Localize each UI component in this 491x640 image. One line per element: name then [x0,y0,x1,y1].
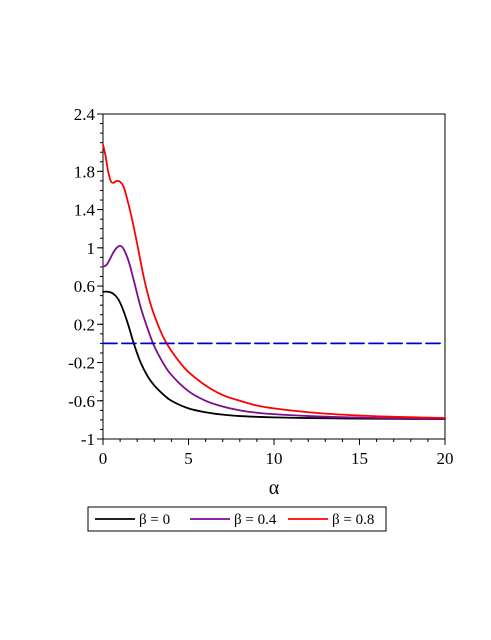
y-tick-label: 0.2 [74,315,95,334]
y-tick-label: -0.6 [68,392,95,411]
y-tick-label: 1.4 [74,201,96,220]
y-tick-label: -0.2 [68,354,95,373]
x-tick-label: 0 [99,449,108,468]
x-tick-label: 5 [184,449,193,468]
x-axis-title: α [269,477,280,499]
y-axis-ticks: -1 -0.6 -0.2 0.2 0.6 1 1.4 1.8 2.4 [68,105,103,449]
series-layer [102,143,446,421]
legend-label: β = 0 [139,512,170,528]
y-tick-label: 1.8 [74,162,95,181]
x-tick-label: 15 [351,449,368,468]
series-line-1 [102,245,446,420]
x-tick-label: 20 [437,449,454,468]
x-tick-label: 10 [266,449,283,468]
y-tick-label: 0.6 [74,277,95,296]
y-tick-label: -1 [81,430,95,449]
plot-frame [102,113,446,440]
legend-box [87,506,387,532]
legend-label: β = 0.4 [234,512,277,528]
series-line-2 [102,143,446,419]
x-axis-ticks: 0 5 10 15 20 [99,439,454,468]
y-tick-label: 2.4 [74,105,96,124]
series-line-0 [102,290,446,421]
legend: β = 0 β = 0.4 β = 0.8 [87,506,387,532]
y-tick-label: 1 [87,239,96,258]
legend-label: β = 0.8 [332,512,374,528]
